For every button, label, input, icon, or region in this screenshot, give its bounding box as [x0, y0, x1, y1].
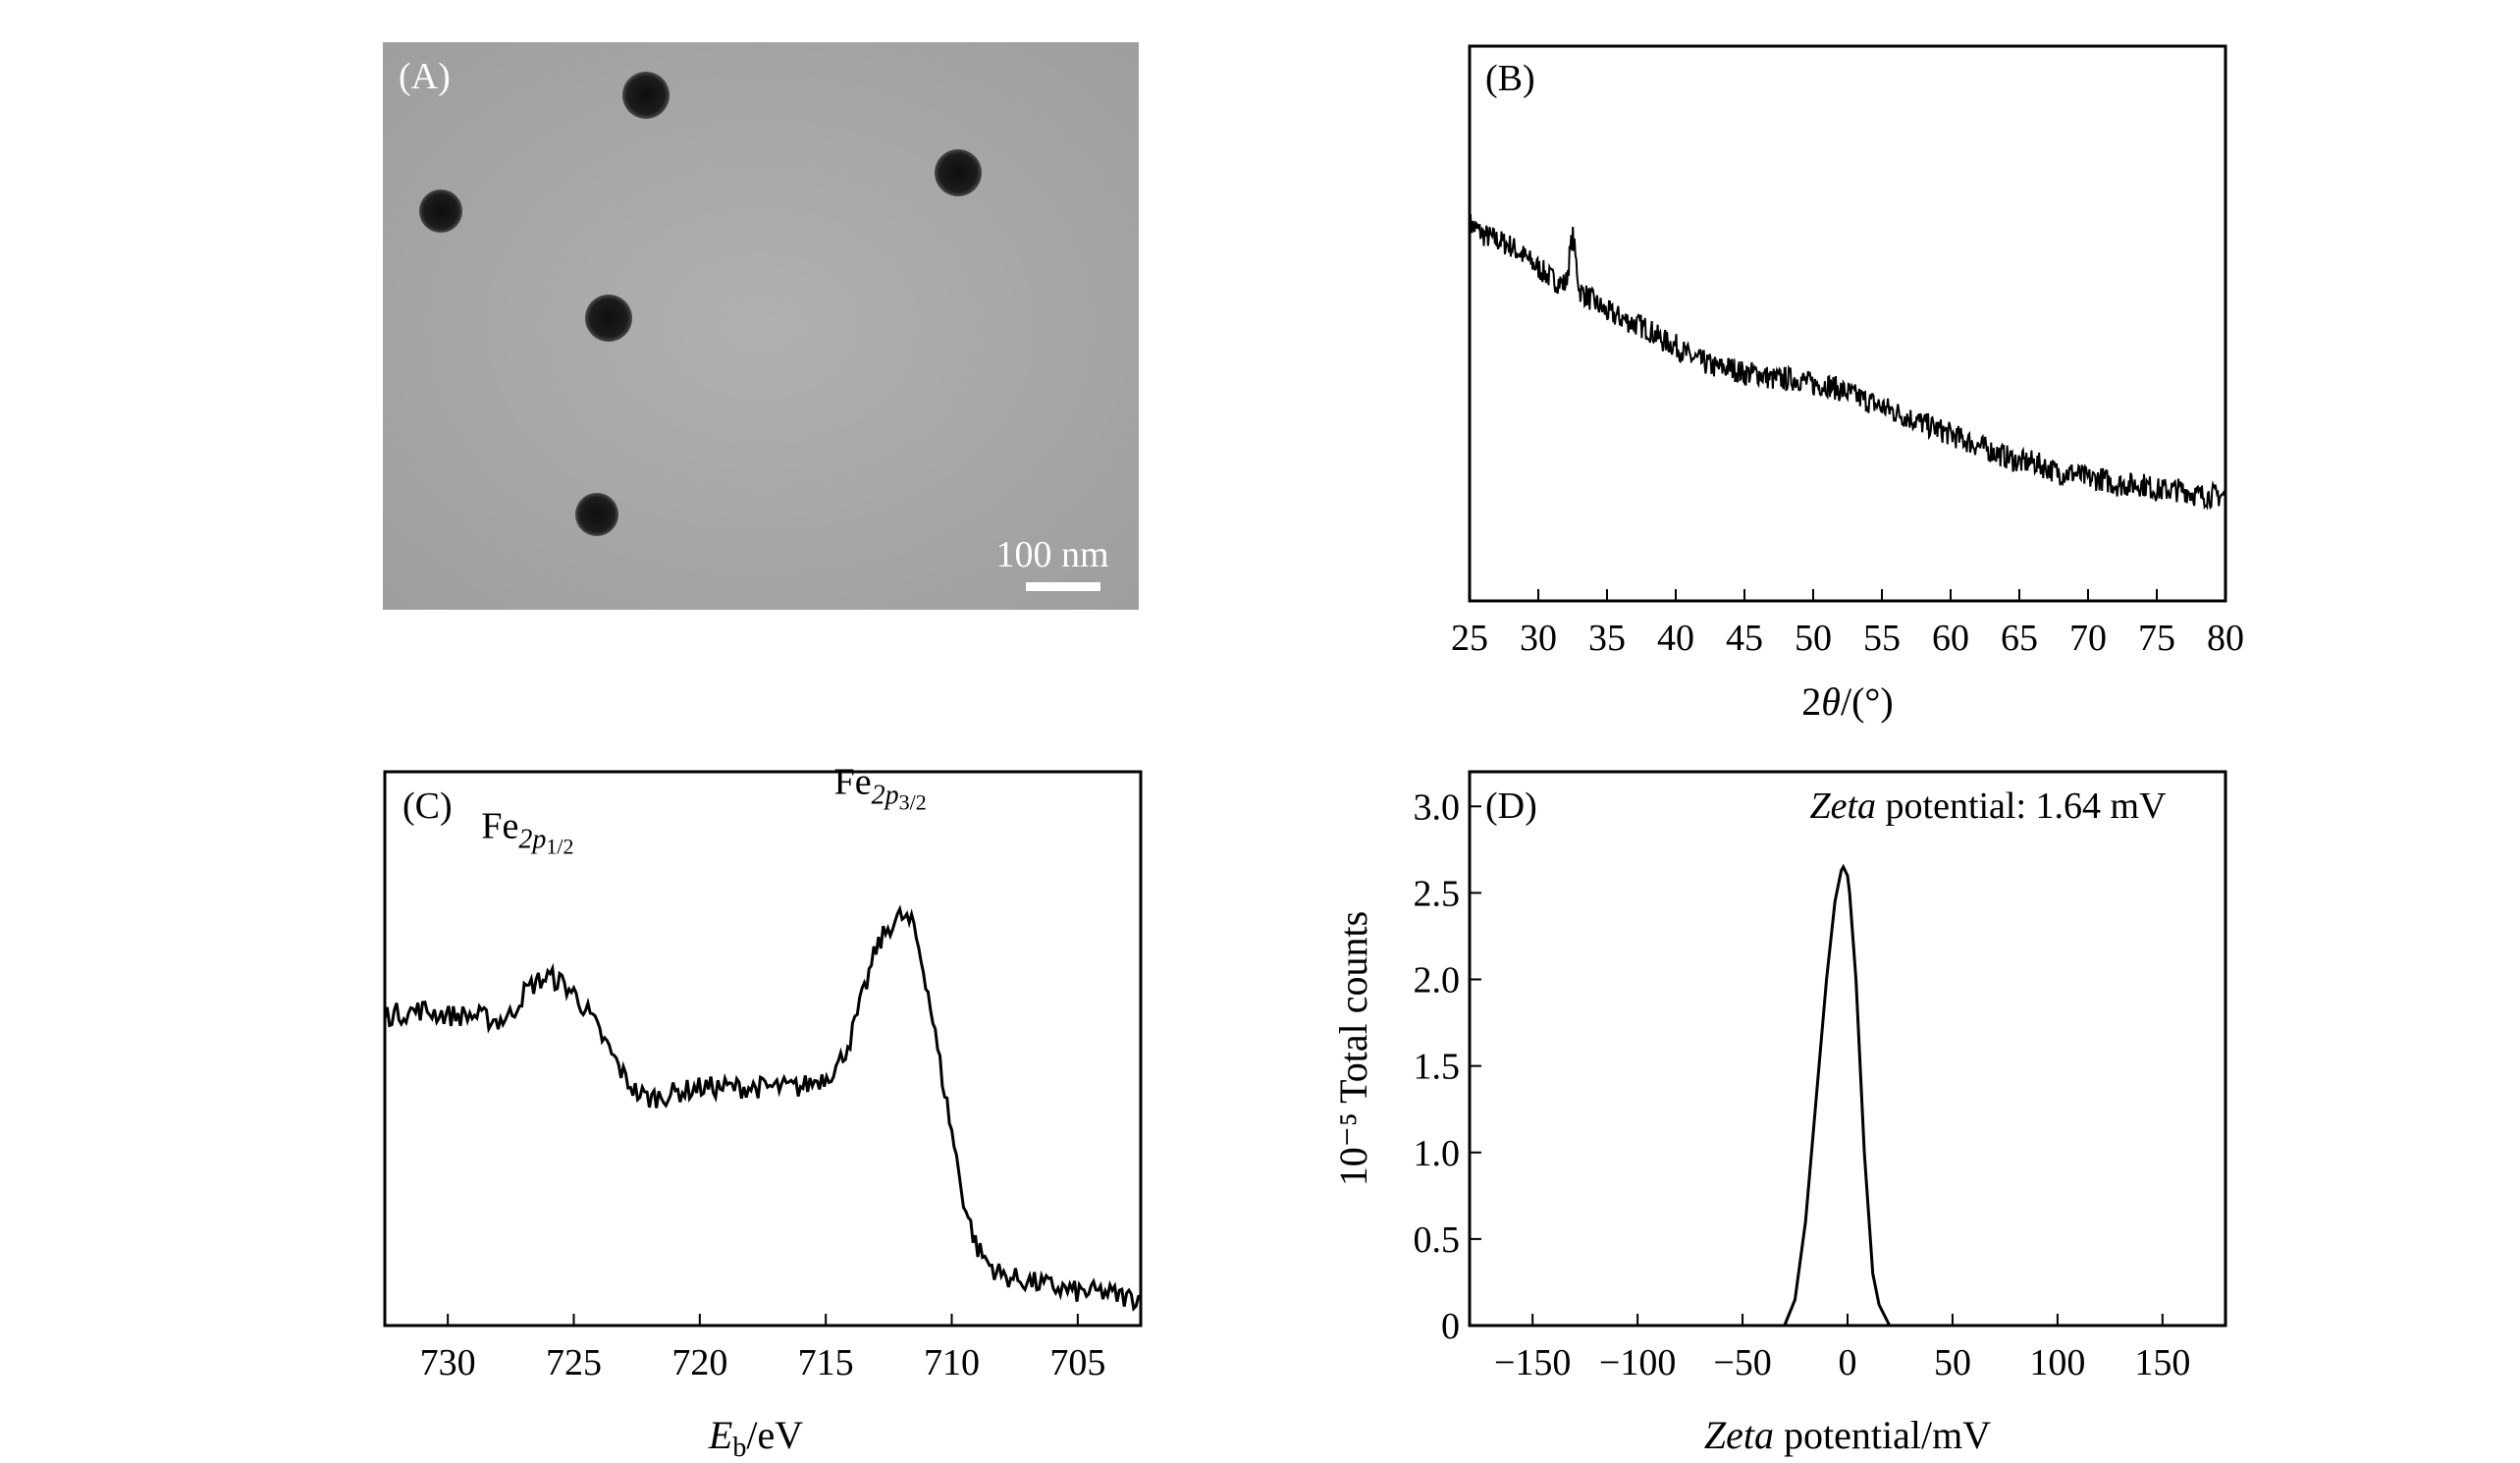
panel-label: (A) — [399, 56, 451, 97]
tem-micrograph-panel: (A) 100 nm — [383, 42, 1139, 610]
x-tick-label: 70 — [2069, 618, 2107, 659]
x-tick-label: 35 — [1588, 618, 1626, 659]
xrd-panel: (B) 25 30 35 40 45 50 55 60 65 70 75 80 2θ/(°) — [1451, 44, 2244, 724]
x-tick-label: 75 — [2138, 618, 2175, 659]
xps-panel: (C) 730 725 720 715 710 705 Fe2p1/2 Fe2p3/2 E… — [383, 762, 1143, 1463]
y-axis-label: 10⁻⁵ Total counts — [1331, 911, 1375, 1186]
plot-frame — [1468, 44, 2227, 603]
scale-bar — [1026, 582, 1100, 591]
x-tick-label: 720 — [671, 1342, 727, 1383]
x-axis-label: Zeta potential/mV — [1704, 1413, 1991, 1457]
x-tick-label: 60 — [1932, 618, 1969, 659]
x-tick-label: 710 — [924, 1342, 980, 1383]
x-ticks: 730 725 720 715 710 705 — [420, 1314, 1105, 1383]
nanoparticle — [622, 72, 670, 119]
x-tick-label: 705 — [1049, 1342, 1105, 1383]
panel-label: (B) — [1485, 58, 1535, 99]
x-tick-label: 725 — [546, 1342, 602, 1383]
x-tick-label: 0 — [1839, 1342, 1857, 1383]
x-tick-label: 50 — [1795, 618, 1832, 659]
y-tick-label: 1.0 — [1414, 1133, 1461, 1174]
xps-spectrum-line — [383, 904, 1142, 1312]
x-tick-label: 150 — [2134, 1342, 2190, 1383]
x-ticks: 25 30 35 40 45 50 55 60 65 70 75 80 — [1451, 589, 2244, 659]
zeta-distribution-line — [1783, 863, 1892, 1327]
x-tick-label: 30 — [1520, 618, 1557, 659]
y-tick-label: 2.0 — [1414, 960, 1461, 1002]
zeta-potential-panel: (D) Zeta potential: 1.64 mV −150 −100 −50 0… — [1331, 770, 2227, 1457]
x-tick-label: 730 — [420, 1342, 476, 1383]
x-tick-label: 50 — [1934, 1342, 1971, 1383]
plot-frame — [1468, 770, 2227, 1328]
y-tick-label: 3.0 — [1414, 786, 1461, 828]
x-axis-label: Eb/eV — [708, 1413, 803, 1463]
y-tick-label: 0.5 — [1414, 1219, 1461, 1261]
scale-bar-label: 100 nm — [995, 534, 1108, 575]
x-tick-label: −100 — [1599, 1342, 1676, 1383]
x-axis-label: 2θ/(°) — [1801, 679, 1893, 724]
y-tick-label: 2.5 — [1414, 873, 1461, 914]
y-tick-label: 0 — [1441, 1306, 1460, 1347]
xrd-pattern-line — [1469, 213, 2226, 511]
peak-annotation-fe-2p1-2: Fe2p1/2 — [481, 806, 573, 859]
x-ticks: −150 −100 −50 0 50 100 150 — [1494, 1314, 2190, 1383]
x-tick-label: 40 — [1657, 618, 1694, 659]
nanoparticle — [575, 493, 618, 536]
x-tick-label: 45 — [1726, 618, 1763, 659]
x-tick-label: −150 — [1494, 1342, 1571, 1383]
tem-background — [383, 42, 1139, 610]
x-tick-label: 715 — [798, 1342, 854, 1383]
panel-label: (D) — [1485, 786, 1537, 827]
peak-annotation-fe-2p3-2: Fe2p3/2 — [834, 762, 927, 815]
panel-label: (C) — [402, 786, 453, 827]
plot-frame — [383, 770, 1143, 1328]
nanoparticle — [935, 149, 982, 196]
x-tick-label: 80 — [2207, 618, 2244, 659]
x-tick-label: 65 — [2001, 618, 2038, 659]
nanoparticle — [585, 295, 632, 342]
y-tick-label: 1.5 — [1414, 1047, 1461, 1088]
y-ticks: 0 0.5 1.0 1.5 2.0 2.5 3.0 — [1414, 786, 1481, 1347]
x-tick-label: 100 — [2029, 1342, 2085, 1383]
chart-title: Zeta potential: 1.64 mV — [1809, 786, 2167, 827]
x-tick-label: −50 — [1713, 1342, 1771, 1383]
x-tick-label: 55 — [1863, 618, 1901, 659]
nanoparticle — [419, 190, 462, 233]
x-tick-label: 25 — [1451, 618, 1488, 659]
